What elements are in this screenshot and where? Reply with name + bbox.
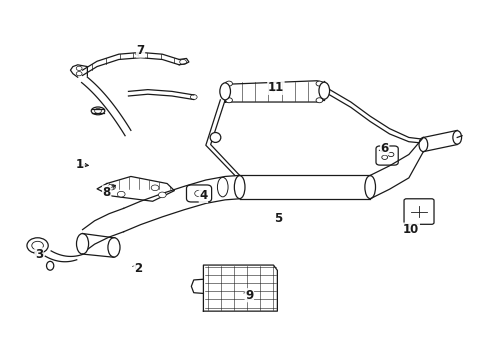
Circle shape [190, 95, 197, 100]
Ellipse shape [452, 131, 461, 144]
Circle shape [32, 241, 43, 250]
Circle shape [315, 81, 322, 86]
Ellipse shape [318, 82, 329, 99]
Circle shape [76, 72, 82, 76]
Ellipse shape [210, 132, 221, 143]
Ellipse shape [364, 176, 375, 199]
Ellipse shape [108, 238, 120, 257]
Circle shape [180, 59, 186, 64]
Circle shape [225, 81, 232, 86]
Text: 3: 3 [35, 248, 43, 261]
Circle shape [117, 192, 125, 197]
Text: 6: 6 [380, 141, 388, 154]
Ellipse shape [217, 177, 227, 197]
Circle shape [27, 238, 48, 253]
Circle shape [315, 98, 322, 103]
Ellipse shape [194, 190, 203, 197]
Ellipse shape [418, 138, 427, 152]
Circle shape [95, 108, 101, 113]
Ellipse shape [76, 234, 88, 254]
FancyBboxPatch shape [186, 185, 211, 202]
Circle shape [76, 66, 82, 71]
Ellipse shape [91, 107, 104, 115]
Circle shape [158, 192, 166, 198]
Text: 5: 5 [274, 212, 282, 225]
Circle shape [107, 184, 115, 190]
Text: 10: 10 [402, 223, 419, 236]
Circle shape [387, 152, 393, 157]
Text: 8: 8 [102, 186, 111, 199]
Circle shape [381, 155, 387, 159]
FancyBboxPatch shape [403, 199, 433, 224]
FancyBboxPatch shape [375, 146, 397, 165]
Text: 7: 7 [136, 44, 144, 57]
Text: 4: 4 [199, 189, 207, 202]
Ellipse shape [220, 83, 230, 100]
Text: 9: 9 [244, 289, 253, 302]
Ellipse shape [234, 176, 244, 199]
Circle shape [151, 185, 159, 191]
Circle shape [225, 98, 232, 103]
Text: 1: 1 [76, 158, 84, 171]
Text: 11: 11 [267, 81, 284, 94]
Ellipse shape [46, 261, 54, 270]
Text: 2: 2 [134, 262, 142, 275]
Circle shape [35, 251, 43, 257]
